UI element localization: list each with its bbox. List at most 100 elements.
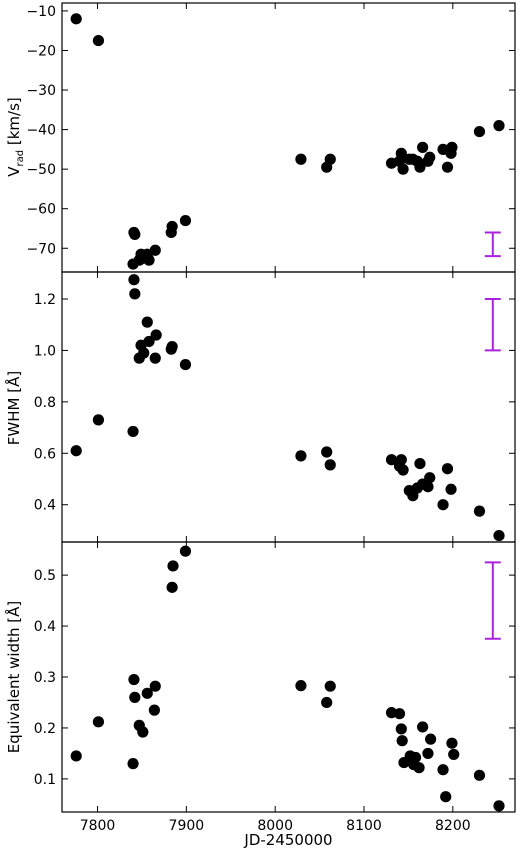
panel-equivalent-width-point [129,691,141,703]
panel-equivalent-width-point [437,764,449,776]
panel-equivalent-width-point [395,723,407,735]
panel-radial-velocity-ticks: −70 −60 −50 −40 −30 −20 −10 [26,3,515,272]
panel-equivalent-width-point [137,726,149,738]
panel-radial-velocity: −70 −60 −50 −40 −30 −20 −10 Vrad [km/s] [5,2,516,273]
xtick-label: 8200 [435,818,471,834]
panel-radial-velocity-error-bar [484,231,501,258]
panel-fwhm-point [128,274,140,286]
panel-radial-velocity-point [446,141,458,153]
panel-fwhm-point [397,464,409,476]
panel-radial-velocity-point [179,214,192,227]
panel-equivalent-width-error-bar [484,561,501,640]
panel-fwhm-ytick-label: 0.6 [34,446,56,462]
panel-equivalent-width-point [396,735,408,747]
panel-equivalent-width-point [413,762,425,774]
panel-equivalent-width-point [321,696,333,709]
panel-fwhm-point [166,340,178,353]
xtick-label: 8100 [346,818,382,834]
panel-radial-velocity-point [473,125,486,138]
panel-equivalent-width-point [446,737,458,749]
panel-fwhm-point [385,454,398,466]
panel-radial-velocity-point [395,147,407,159]
panel-fwhm-point [129,288,141,300]
panel-radial-velocity-point [92,34,105,47]
panel-fwhm-ytick-label: 1.2 [34,292,56,308]
x-axis-label: JD-2450000 [243,831,332,849]
panel-fwhm-point [445,483,457,495]
panel-equivalent-width-point [440,791,452,803]
panel-equivalent-width-points [70,545,505,812]
panel-fwhm-point [150,329,162,341]
panel-fwhm-point [143,335,155,348]
panel-radial-velocity-point [149,244,161,256]
panel-radial-velocity-point [324,153,336,165]
panel-equivalent-width-point [448,748,460,761]
panel-equivalent-width-point [70,750,82,762]
panel-radial-velocity-ytick-label: −10 [26,4,56,20]
panel-radial-velocity-point [143,254,155,266]
panel-radial-velocity-point [397,163,409,175]
panel-fwhm: 0.4 0.6 0.8 1.0 1.2 FWHM [Å] [4,271,516,543]
panel-fwhm-point [295,450,307,462]
panel-radial-velocity-ytick-label: −50 [26,162,56,178]
panel-fwhm-ticks: 0.4 0.6 0.8 1.0 1.2 [34,272,515,542]
panel-fwhm-point [321,446,333,458]
panel-fwhm-point [138,347,150,359]
panel-fwhm-point [127,425,139,438]
xtick-label: 7800 [80,818,116,834]
panel-equivalent-width-point [141,687,153,699]
panel-fwhm-point [141,316,153,328]
panel-fwhm-point [179,358,192,371]
panel-equivalent-width: 0.1 0.2 0.3 0.4 0.5 Equivalent width [Å] [4,541,516,813]
panel-radial-velocity-point [70,13,82,25]
panel-radial-velocity-point [424,151,436,163]
panel-radial-velocity-ytick-label: −70 [26,241,56,257]
panel-radial-velocity-point [414,161,426,173]
panel-fwhm-point [149,352,161,364]
panel-fwhm-ytick-label: 1.0 [34,343,56,359]
panel-fwhm-ytick-label: 0.8 [34,395,56,411]
panel-equivalent-width-point [295,680,307,692]
panel-equivalent-width-point [149,680,161,692]
panel-radial-velocity-point [493,120,505,132]
panel-radial-velocity-ylabel: Vrad [km/s] [5,97,26,177]
panel-equivalent-width-point [409,751,422,764]
panel-radial-velocity-ytick-label: −40 [26,123,56,139]
panel-equivalent-width-point [166,581,178,593]
panel-fwhm-point [493,529,505,542]
panel-equivalent-width-point [179,545,192,557]
panel-fwhm-point [395,454,407,466]
panel-fwhm-point [441,463,454,475]
panel-equivalent-width-ytick-label: 0.2 [34,721,56,737]
xtick-label: 8000 [257,818,293,834]
panel-equivalent-width-ytick-label: 0.3 [34,670,56,686]
panel-equivalent-width-point [493,800,505,812]
panel-equivalent-width-point [324,680,336,692]
panel-fwhm-point [92,414,105,426]
panel-equivalent-width-point [393,708,406,720]
panel-fwhm-point [414,457,426,470]
panel-equivalent-width-point [92,716,105,728]
panel-equivalent-width-point [148,704,160,716]
panel-equivalent-width-point [422,747,434,760]
panel-equivalent-width-point [473,769,486,781]
panel-equivalent-width-ticks: 0.1 0.2 0.3 0.4 0.5 [34,542,515,812]
panel-radial-velocity-point [441,161,454,173]
panel-equivalent-width-point [128,673,140,686]
panel-equivalent-width-ytick-label: 0.1 [34,772,56,788]
panel-equivalent-width-ytick-label: 0.5 [34,568,56,584]
panel-radial-velocity-point [295,153,307,165]
panel-equivalent-width-point [417,721,429,733]
panel-radial-velocity-ytick-label: −60 [26,202,56,218]
panel-radial-velocity-ytick-label: −20 [26,43,56,59]
panel-fwhm-point [422,481,434,493]
panel-radial-velocity-point [129,228,141,241]
panel-radial-velocity-ytick-label: −30 [26,83,56,99]
panel-equivalent-width-point [127,758,139,770]
panel-fwhm-ylabel: FWHM [Å] [4,371,23,445]
panel-radial-velocity-point [166,220,178,233]
panel-equivalent-width-ylabel: Equivalent width [Å] [4,601,23,753]
panel-fwhm-ytick-label: 0.4 [34,498,56,514]
panel-equivalent-width-frame [61,541,516,813]
panel-fwhm-point [324,459,336,471]
